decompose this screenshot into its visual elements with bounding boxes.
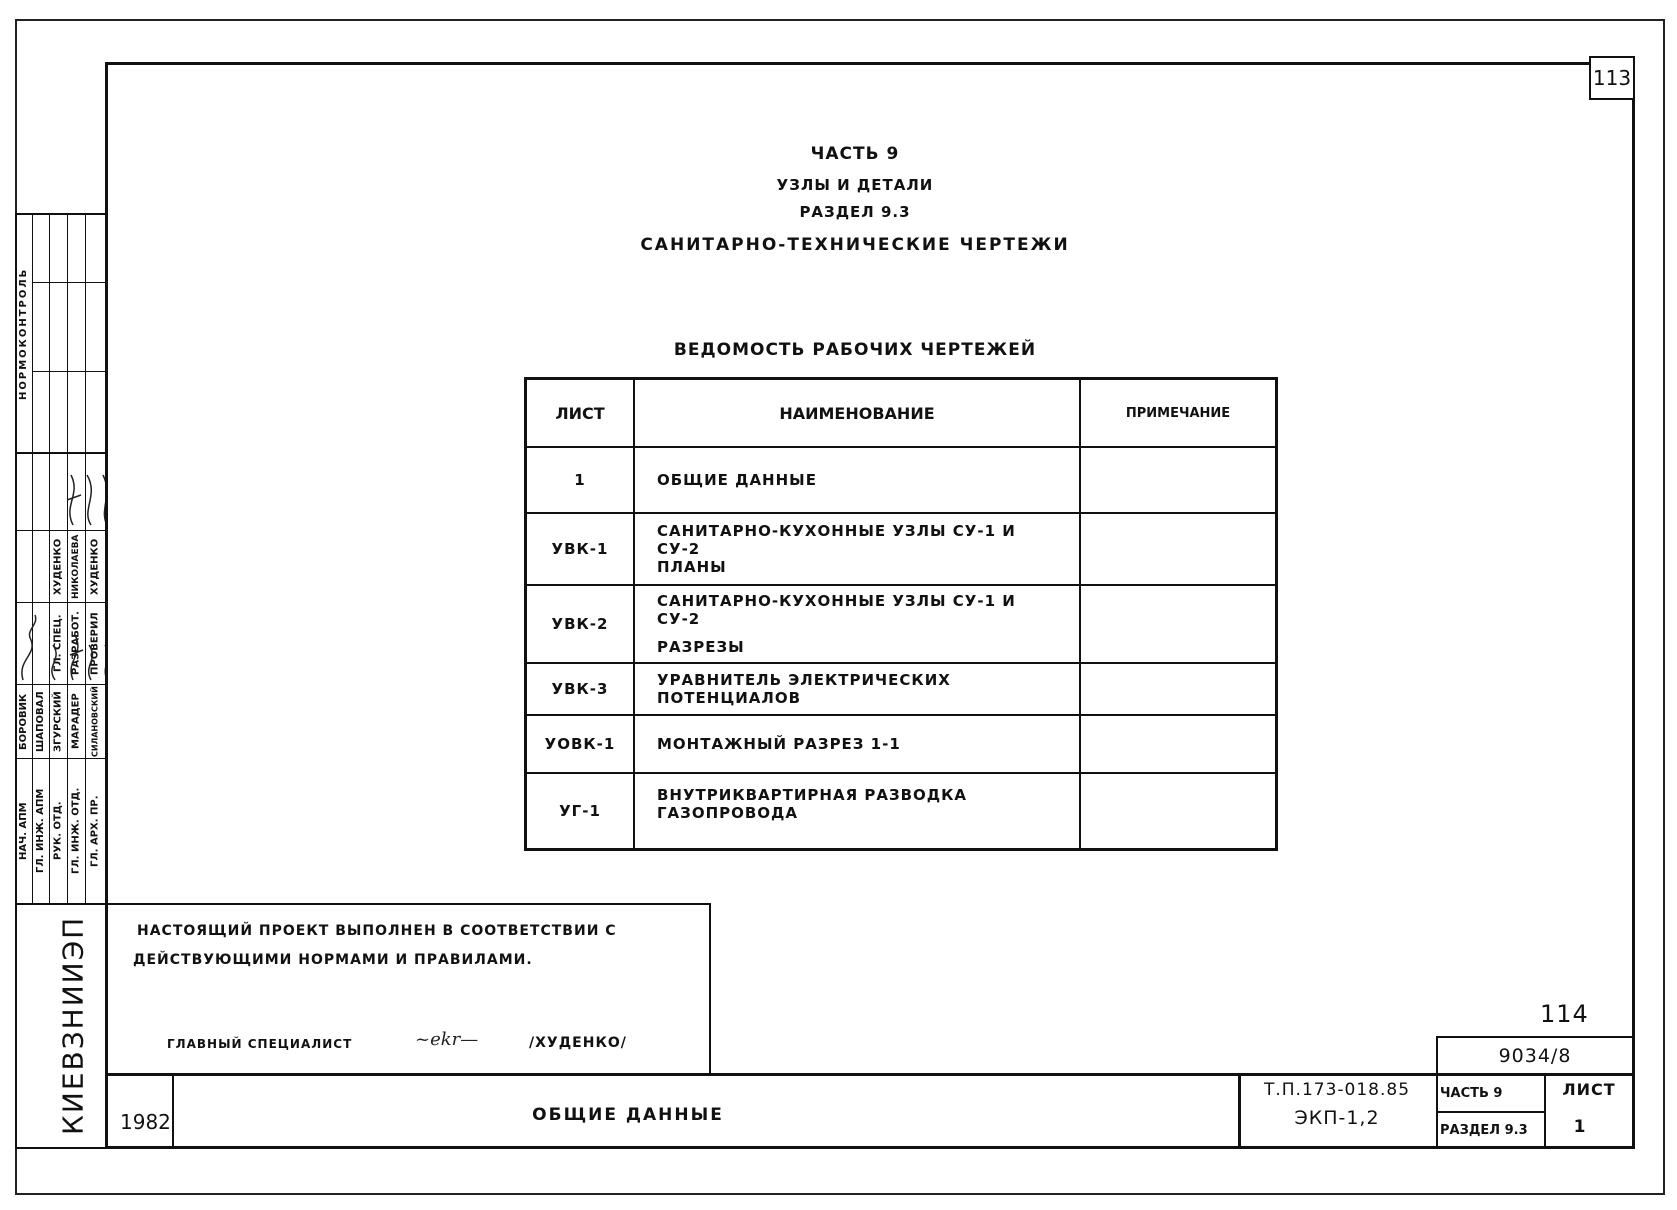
stamp-name: Боровик — [18, 693, 29, 750]
table-row: 1 Общие данные — [524, 446, 1278, 514]
signature: ~ekr— — [415, 1029, 479, 1050]
cell-name: Уравнитель электрических потенциалов — [633, 662, 1081, 716]
divider — [49, 213, 50, 903]
sheet-title: Общие данные — [532, 1105, 724, 1125]
specialist-name: /Худенко/ — [529, 1035, 627, 1051]
divider — [15, 684, 105, 685]
sheet-number: 1 — [1573, 1117, 1587, 1137]
divider — [1436, 1036, 1635, 1038]
cell-name-text-2: Планы — [657, 558, 727, 576]
title-main: Санитарно-технические чертежи — [640, 235, 1070, 255]
divider — [15, 530, 105, 531]
divider — [15, 903, 105, 905]
cell-note — [1079, 772, 1278, 850]
register-title: Ведомость рабочих чертежей — [673, 340, 1037, 360]
block-part: Часть 9 — [1440, 1086, 1503, 1101]
divider — [32, 282, 105, 283]
stamp-name: Марадер — [70, 693, 82, 750]
stamp-role: Гл. инж. отд. — [70, 787, 82, 875]
header-name: Наименование — [633, 377, 1081, 448]
divider — [172, 1073, 174, 1149]
stamp-name: Шаповал — [35, 691, 46, 752]
stamp-role: Нач. АПМ — [18, 802, 29, 860]
header-sheet: Лист — [524, 377, 635, 448]
stamp-role: Рук. отд. — [52, 801, 64, 861]
cell-sheet: УВК-2 — [524, 584, 635, 664]
cell-sheet: УГ-1 — [524, 772, 635, 850]
title-subtitle: Узлы и детали — [776, 176, 934, 194]
cell-name: Внутриквартирная разводка газопровода — [633, 772, 1081, 850]
divider — [1238, 1073, 1241, 1149]
divider — [15, 758, 105, 759]
normcontrol-label: Нормоконтроль — [18, 267, 29, 400]
stamp-signatures — [21, 474, 105, 681]
cell-name-text: Общие данные — [657, 471, 817, 489]
page-number-bottom: 114 — [1540, 1000, 1589, 1028]
title-block-divider — [105, 1073, 1635, 1076]
cell-sheet: 1 — [524, 446, 635, 514]
drawing-frame — [105, 62, 1635, 1149]
divider — [15, 602, 105, 603]
divider — [85, 213, 86, 903]
cell-note — [1079, 584, 1278, 664]
stamp-role: Гл. инж. АПМ — [35, 788, 46, 874]
drawings-register-table: Лист Наименование Примечание 1 Общие дан… — [524, 377, 1278, 851]
divider — [1544, 1073, 1546, 1149]
cell-note — [1079, 662, 1278, 716]
project-code: Т.п.173-018.85 — [1263, 1080, 1411, 1100]
table-header-row: Лист Наименование Примечание — [524, 377, 1278, 448]
table-row: УВК-2 Санитарно-кухонные узлы СУ-1 и СУ-… — [524, 584, 1278, 664]
divider — [32, 371, 105, 372]
cell-name-text: Монтажный разрез 1-1 — [657, 735, 901, 753]
divider — [15, 213, 105, 215]
cell-name: Общие данные — [633, 446, 1081, 514]
cell-name-text: Санитарно-кухонные узлы СУ-1 и СУ-2 — [657, 592, 1016, 628]
cell-sheet: УОВК-1 — [524, 714, 635, 774]
compliance-line-2: действующими нормами и правилами. — [133, 952, 533, 968]
block-section: Раздел 9.3 — [1440, 1123, 1528, 1138]
divider — [67, 213, 68, 903]
table-row: УВК-1 Санитарно-кухонные узлы СУ-1 и СУ-… — [524, 512, 1278, 586]
cell-note — [1079, 512, 1278, 586]
cell-note — [1079, 446, 1278, 514]
title-part: Часть 9 — [810, 144, 900, 164]
stamp-name: Силановский — [90, 686, 100, 757]
year: 1982 — [120, 1110, 171, 1134]
stamp-name: Згурский — [52, 691, 64, 752]
cell-name-text: Санитарно-кухонные узлы СУ-1 и СУ-2 — [657, 522, 1016, 558]
table-row: УОВК-1 Монтажный разрез 1-1 — [524, 714, 1278, 774]
table-row: УВК-3 Уравнитель электрических потенциал… — [524, 662, 1278, 716]
divider — [1436, 1111, 1544, 1113]
header-note: Примечание — [1079, 377, 1278, 448]
cell-sheet: УВК-3 — [524, 662, 635, 716]
specialist-role: Главный специалист — [167, 1037, 353, 1051]
cell-sheet: УВК-1 — [524, 512, 635, 586]
cell-name: Санитарно-кухонные узлы СУ-1 и СУ-2 Разре… — [633, 584, 1081, 664]
series-code: ЭКП-1,2 — [1294, 1107, 1380, 1129]
compliance-note-box: Настоящий проект выполнен в соответствии… — [105, 903, 711, 1075]
table-row: УГ-1 Внутриквартирная разводка газопрово… — [524, 772, 1278, 850]
cell-name: Монтажный разрез 1-1 — [633, 714, 1081, 774]
divider — [32, 213, 33, 903]
page-number: 113 — [1592, 66, 1632, 90]
cell-name-text: Уравнитель электрических потенциалов — [657, 671, 951, 707]
archive-number: 9034/8 — [1498, 1045, 1572, 1067]
stamp-role: Гл. арх. пр. — [89, 795, 101, 867]
title-section: Раздел 9.3 — [799, 203, 911, 221]
cell-name-text-2: Разрезы — [657, 638, 745, 656]
cell-note — [1079, 714, 1278, 774]
sheet-label: Лист — [1562, 1080, 1616, 1099]
divider — [1436, 1036, 1438, 1149]
cell-name: Санитарно-кухонные узлы СУ-1 и СУ-2 Планы — [633, 512, 1081, 586]
compliance-line-1: Настоящий проект выполнен в соответствии… — [137, 923, 617, 939]
divider — [15, 452, 105, 454]
cell-name-text: Внутриквартирная разводка газопровода — [657, 786, 968, 822]
page-number-box: 113 — [1589, 56, 1635, 100]
organization-name: КиевЗНИИЭП — [56, 915, 90, 1135]
